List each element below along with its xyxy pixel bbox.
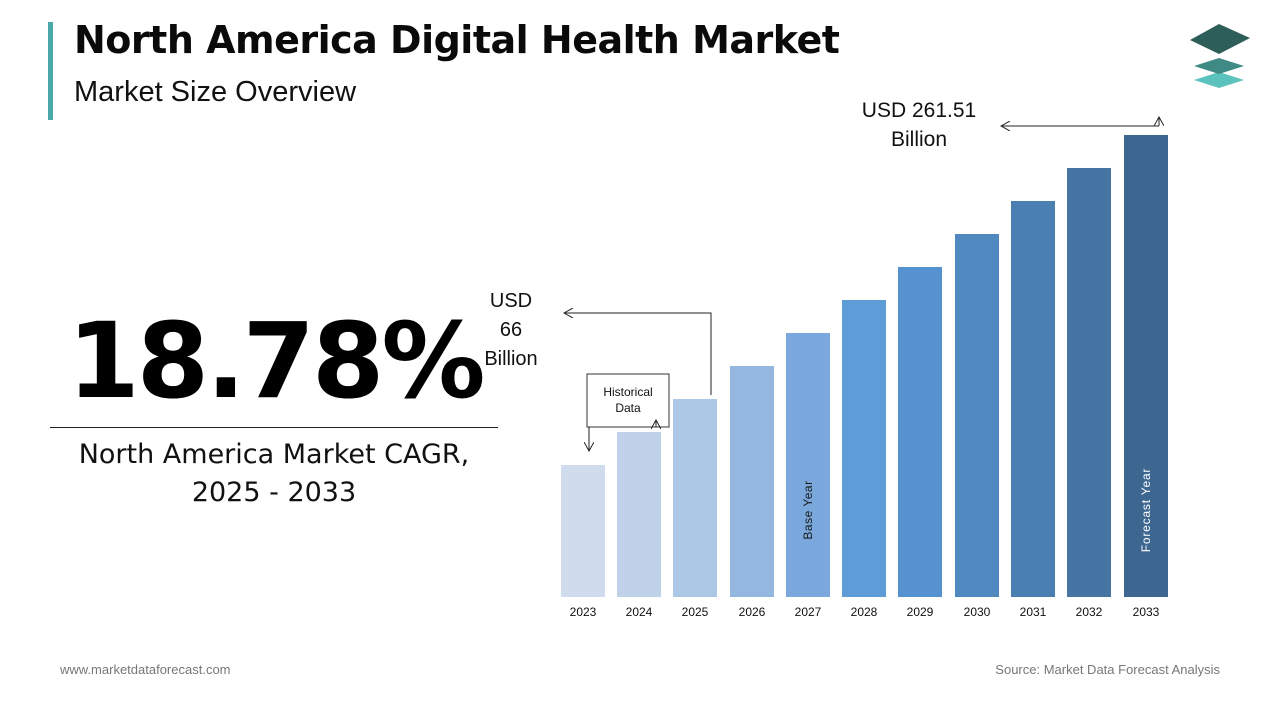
bar-2029 (898, 267, 942, 597)
end-value-label-line2: Billion (891, 128, 947, 151)
title-accent-bar (48, 22, 53, 120)
start-value-arrow (564, 313, 712, 395)
divider (50, 427, 498, 428)
bar-2031 (1011, 201, 1055, 597)
cagr-label-line2: 2025 - 2033 (191, 477, 357, 508)
start-value-label-line2: 66 (500, 319, 522, 341)
historical-data-label-line2: Data (615, 401, 641, 415)
base-year-label: Base Year (801, 480, 815, 539)
historical-data-box (586, 373, 670, 428)
end-value-label-line1: USD 261.51 (862, 99, 976, 122)
x-tick-label-2030: 2030 (964, 605, 991, 619)
x-tick-label-2029: 2029 (907, 605, 934, 619)
bar-2030 (955, 234, 999, 597)
x-tick-label-2027: 2027 (795, 605, 822, 619)
bar-2023 (561, 465, 605, 597)
cagr-label-line1: North America Market CAGR, (78, 439, 470, 470)
stacked-layers-icon (1190, 24, 1250, 88)
x-tick-label-2031: 2031 (1020, 605, 1047, 619)
bar-2032 (1067, 168, 1111, 597)
start-value-label-line3: Billion (484, 348, 537, 370)
bar-2025 (673, 399, 717, 597)
x-tick-label-2028: 2028 (851, 605, 878, 619)
start-value-label-line1: USD (490, 290, 532, 312)
historical-data-label-line1: Historical (603, 385, 652, 399)
bar-2026 (730, 366, 774, 597)
bar-2033 (1124, 135, 1168, 597)
page-subtitle: Market Size Overview (74, 76, 357, 108)
x-tick-label-2033: 2033 (1133, 605, 1160, 619)
bar-2024 (617, 432, 661, 597)
x-tick-label-2026: 2026 (739, 605, 766, 619)
forecast-year-label: Forecast Year (1139, 468, 1153, 552)
cagr-value: 18.78% (67, 300, 485, 422)
x-tick-label-2025: 2025 (682, 605, 709, 619)
x-tick-label-2032: 2032 (1076, 605, 1103, 619)
x-tick-label-2024: 2024 (626, 605, 653, 619)
page-title: North America Digital Health Market (74, 18, 840, 62)
cagr-label: North America Market CAGR, 2025 - 2033 (50, 436, 498, 512)
x-tick-label-2023: 2023 (570, 605, 597, 619)
bar-2028 (842, 300, 886, 597)
footer-website: www.marketdataforecast.com (60, 662, 231, 677)
bar-2027 (786, 333, 830, 597)
footer-source: Source: Market Data Forecast Analysis (995, 662, 1220, 677)
